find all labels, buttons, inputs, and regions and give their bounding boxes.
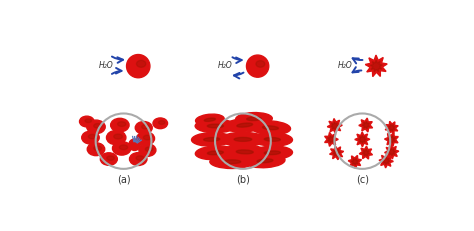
Ellipse shape	[100, 153, 118, 166]
Ellipse shape	[223, 160, 241, 164]
Ellipse shape	[139, 144, 156, 157]
Ellipse shape	[224, 145, 266, 159]
Ellipse shape	[236, 113, 272, 126]
Ellipse shape	[129, 153, 147, 166]
Ellipse shape	[195, 146, 236, 160]
Ellipse shape	[153, 119, 167, 129]
Ellipse shape	[82, 132, 99, 144]
Ellipse shape	[118, 122, 126, 127]
Polygon shape	[325, 133, 338, 147]
Ellipse shape	[264, 151, 280, 155]
Ellipse shape	[245, 154, 285, 168]
Polygon shape	[328, 136, 335, 144]
Ellipse shape	[129, 140, 140, 151]
Ellipse shape	[246, 56, 269, 78]
Polygon shape	[331, 122, 339, 131]
Ellipse shape	[263, 126, 278, 130]
Ellipse shape	[335, 115, 389, 168]
Ellipse shape	[88, 135, 96, 139]
Ellipse shape	[97, 115, 151, 168]
Ellipse shape	[107, 131, 126, 145]
Ellipse shape	[264, 138, 280, 142]
Ellipse shape	[234, 138, 252, 142]
Polygon shape	[388, 148, 396, 156]
Ellipse shape	[137, 61, 146, 68]
Ellipse shape	[110, 119, 129, 132]
Ellipse shape	[256, 61, 265, 68]
Ellipse shape	[119, 145, 128, 150]
Ellipse shape	[208, 151, 223, 155]
Ellipse shape	[204, 138, 220, 142]
Polygon shape	[327, 119, 342, 134]
Ellipse shape	[252, 133, 292, 146]
Polygon shape	[382, 157, 390, 165]
Ellipse shape	[191, 133, 232, 146]
Polygon shape	[362, 149, 370, 157]
Polygon shape	[384, 145, 399, 159]
Polygon shape	[351, 158, 358, 166]
Text: H₂O: H₂O	[99, 61, 113, 70]
Polygon shape	[384, 133, 398, 147]
Ellipse shape	[114, 134, 122, 140]
Ellipse shape	[112, 142, 131, 155]
Text: (c): (c)	[356, 173, 369, 184]
Ellipse shape	[127, 55, 150, 78]
Ellipse shape	[87, 143, 105, 156]
Polygon shape	[348, 156, 362, 169]
Ellipse shape	[246, 118, 261, 121]
Text: H₂O: H₂O	[337, 61, 352, 70]
Ellipse shape	[142, 125, 149, 129]
Polygon shape	[388, 136, 395, 144]
Ellipse shape	[236, 150, 253, 154]
Polygon shape	[362, 122, 370, 129]
Ellipse shape	[207, 125, 223, 128]
Ellipse shape	[80, 117, 94, 127]
Ellipse shape	[225, 119, 264, 133]
Polygon shape	[329, 146, 344, 160]
Ellipse shape	[146, 147, 153, 152]
Ellipse shape	[221, 133, 265, 147]
Ellipse shape	[195, 120, 236, 133]
Ellipse shape	[135, 122, 152, 134]
Polygon shape	[370, 61, 383, 73]
Polygon shape	[385, 122, 398, 135]
Polygon shape	[359, 119, 373, 132]
Ellipse shape	[257, 159, 273, 163]
Ellipse shape	[85, 119, 91, 123]
Text: (a): (a)	[117, 173, 130, 184]
Polygon shape	[388, 125, 395, 132]
Text: (b): (b)	[236, 173, 250, 184]
Text: H₂O: H₂O	[218, 61, 233, 70]
Ellipse shape	[204, 119, 216, 122]
Ellipse shape	[250, 121, 291, 135]
Ellipse shape	[196, 115, 224, 126]
Polygon shape	[379, 154, 393, 168]
Ellipse shape	[137, 132, 155, 146]
Ellipse shape	[107, 156, 114, 161]
Ellipse shape	[216, 115, 270, 168]
Ellipse shape	[210, 155, 254, 169]
Ellipse shape	[87, 121, 105, 134]
Ellipse shape	[237, 124, 253, 128]
Ellipse shape	[252, 146, 292, 160]
Ellipse shape	[94, 124, 102, 129]
Ellipse shape	[158, 121, 165, 125]
Ellipse shape	[143, 136, 151, 140]
Polygon shape	[365, 56, 387, 77]
Ellipse shape	[136, 156, 144, 161]
Polygon shape	[358, 136, 366, 144]
Polygon shape	[359, 146, 373, 159]
Polygon shape	[333, 149, 340, 157]
Ellipse shape	[94, 146, 101, 151]
Polygon shape	[355, 132, 370, 147]
